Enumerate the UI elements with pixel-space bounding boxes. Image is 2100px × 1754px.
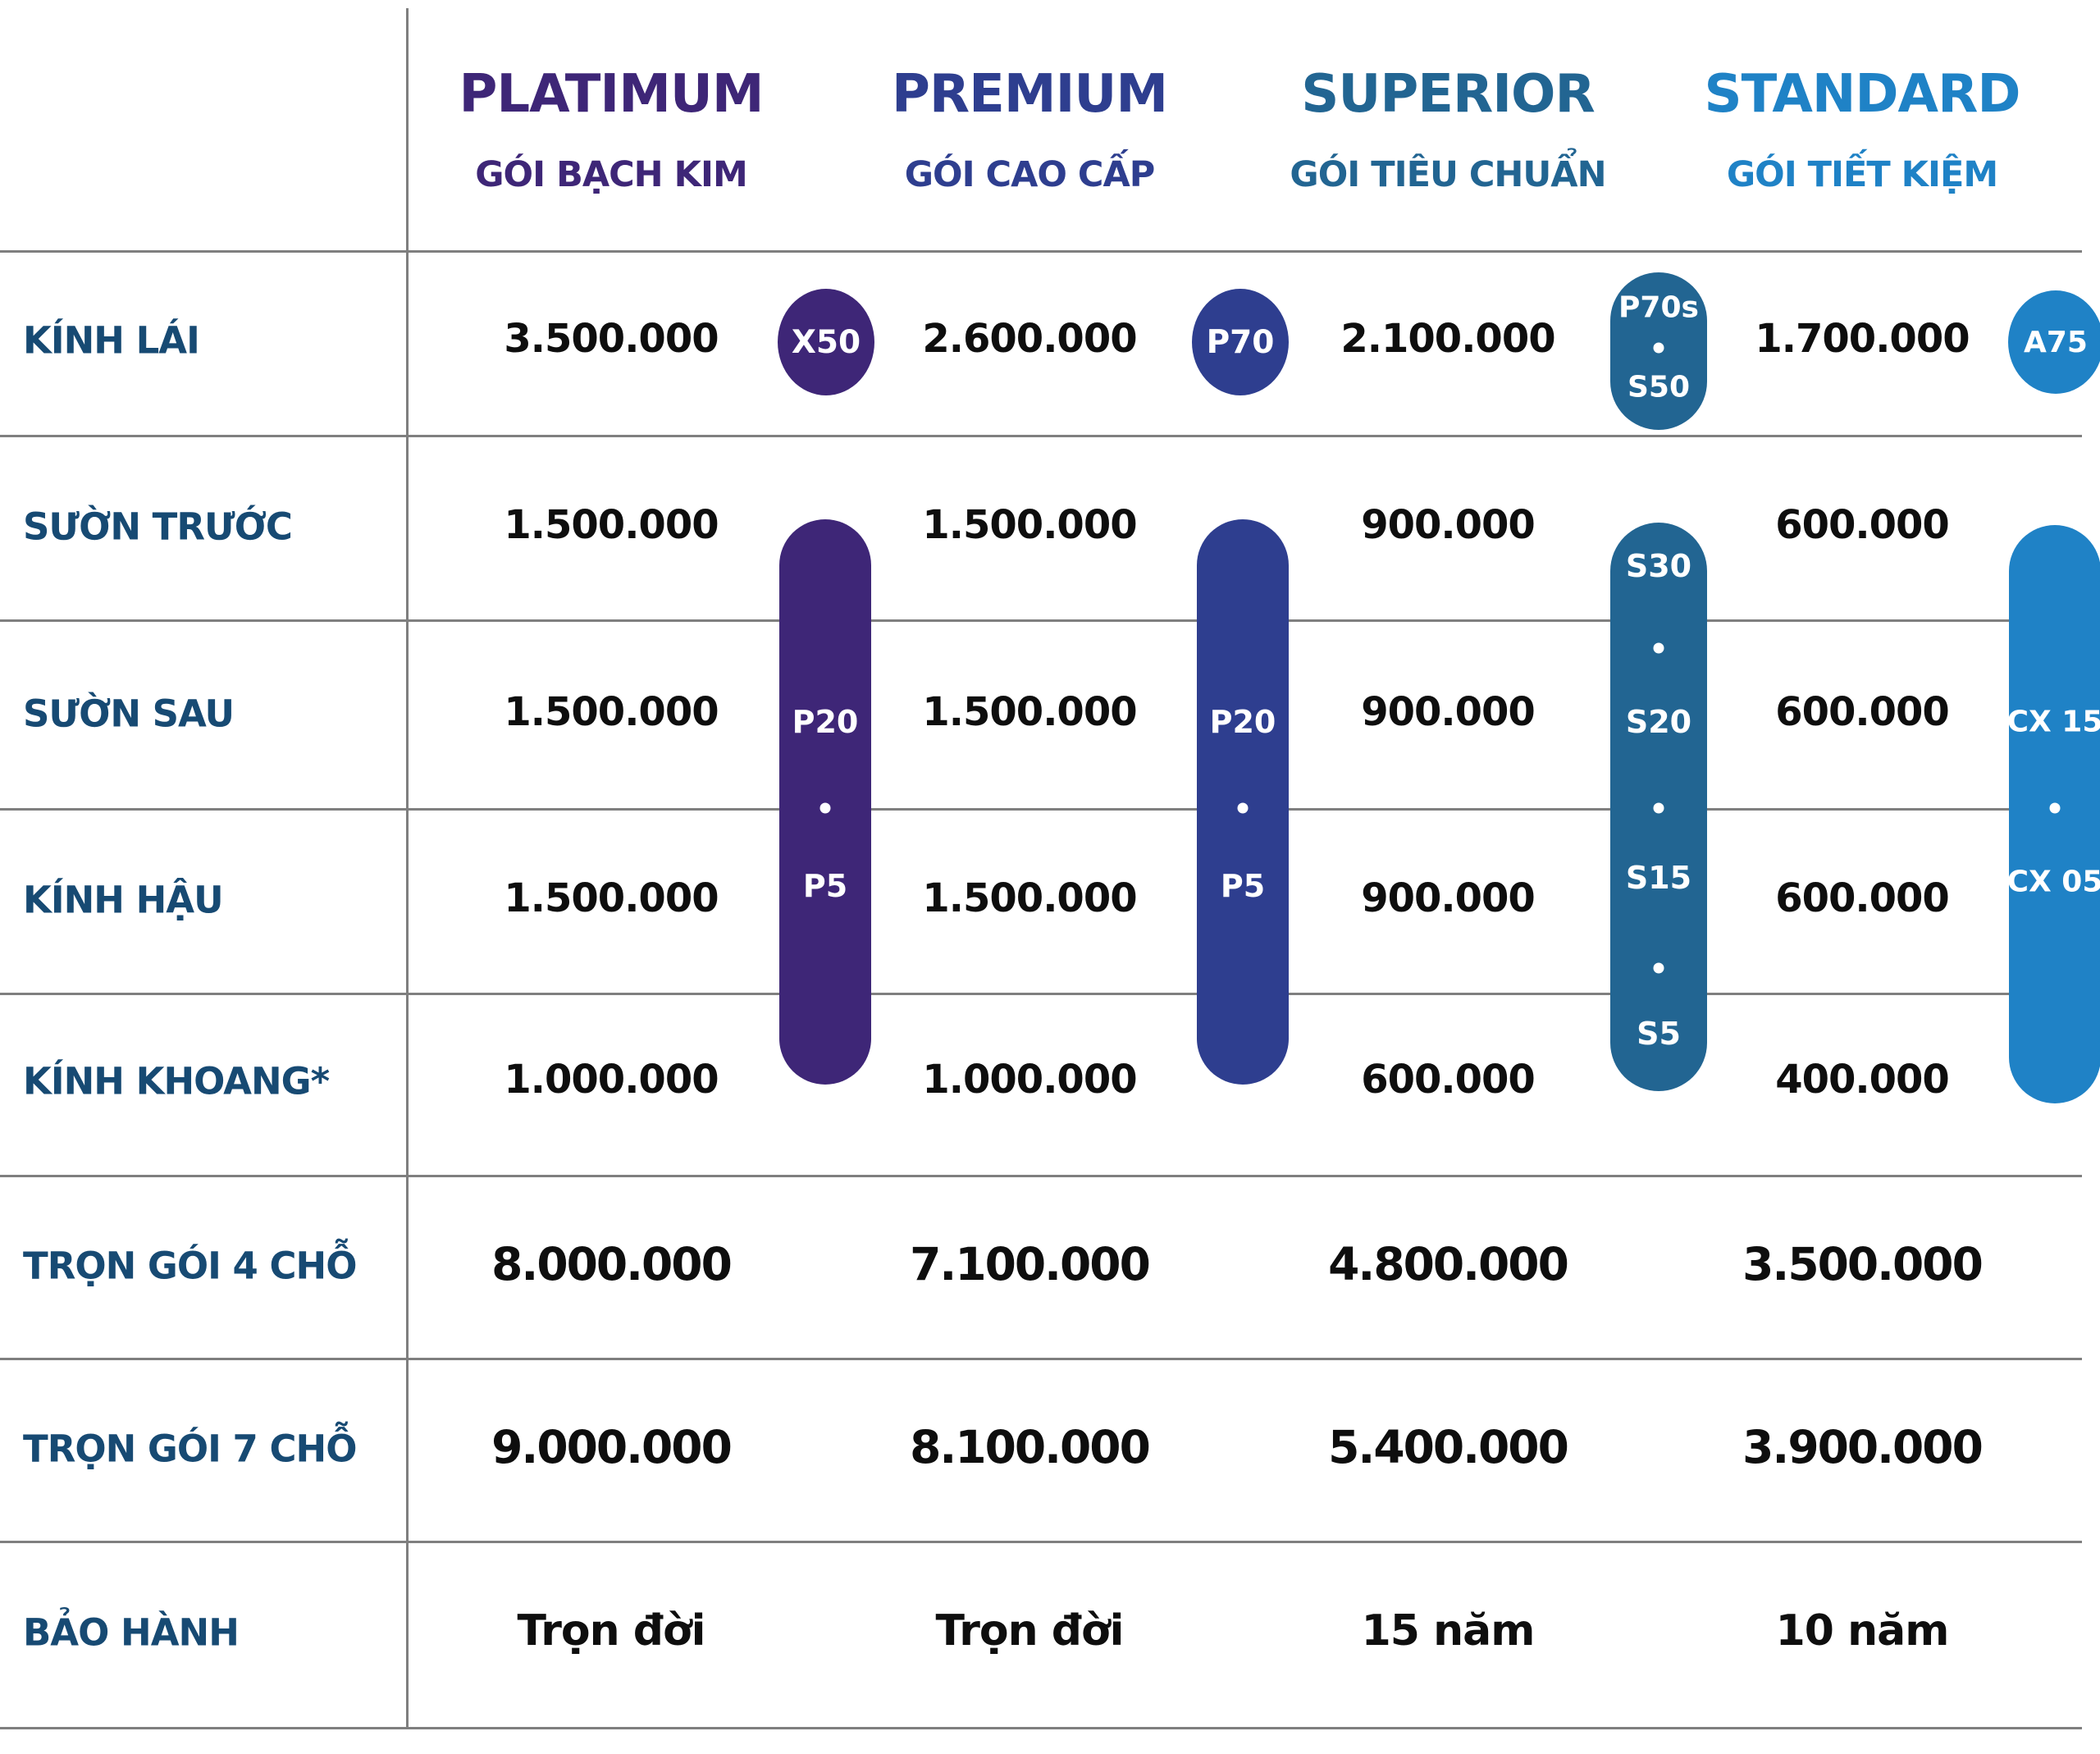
price-kinh-hau-superior: 900.000 <box>1361 875 1536 921</box>
price-tron-goi-4-platinum: 8.000.000 <box>491 1238 733 1290</box>
label-column-divider-line <box>406 8 409 1729</box>
price-suon-sau-platinum: 1.500.000 <box>504 689 719 735</box>
separator-dot <box>819 802 831 814</box>
film-pill-platinum-p20-p5: P20 P5 <box>779 519 871 1085</box>
row-divider-line <box>0 808 2082 811</box>
column-subtitle-superior: GÓI TIÊU CHUẨN <box>1290 154 1606 195</box>
warranty-standard: 10 năm <box>1775 1606 1950 1656</box>
film-pill-cx15-label: CX 15 <box>2006 705 2100 739</box>
separator-dot <box>1653 802 1664 814</box>
price-tron-goi-4-standard: 3.500.000 <box>1742 1238 1984 1290</box>
film-badge-s50-label: S50 <box>1627 370 1691 404</box>
column-subtitle-premium: GÓI CAO CẤP <box>904 154 1156 195</box>
price-kinh-khoang-standard: 400.000 <box>1775 1057 1950 1103</box>
film-pill-p5-label: P5 <box>1220 868 1266 904</box>
price-suon-truoc-premium: 1.500.000 <box>922 502 1137 548</box>
film-badge-p70s-s50: P70s S50 <box>1610 272 1707 430</box>
row-divider-line <box>0 619 2082 622</box>
film-pill-p5-label: P5 <box>802 868 848 904</box>
row-divider-line <box>0 1541 2082 1543</box>
row-label-tron-goi-4-cho: TRỌN GÓI 4 CHỖ <box>23 1244 357 1288</box>
price-suon-truoc-superior: 900.000 <box>1361 502 1536 548</box>
warranty-premium: Trọn đời <box>935 1606 1124 1656</box>
film-badge-x50-label: X50 <box>791 323 861 361</box>
row-divider-line <box>0 1358 2082 1360</box>
column-subtitle-platinum: GÓI BẠCH KIM <box>475 154 747 195</box>
price-tron-goi-4-premium: 7.100.000 <box>910 1238 1151 1290</box>
row-divider-line <box>0 435 2082 437</box>
price-suon-sau-superior: 900.000 <box>1361 689 1536 735</box>
row-label-kinh-hau: KÍNH HẬU <box>23 878 224 922</box>
price-kinh-khoang-premium: 1.000.000 <box>922 1057 1137 1103</box>
row-label-suon-sau: SƯỜN SAU <box>23 692 235 736</box>
price-suon-truoc-standard: 600.000 <box>1775 502 1950 548</box>
price-tron-goi-7-premium: 8.100.000 <box>910 1421 1151 1473</box>
price-suon-sau-standard: 600.000 <box>1775 689 1950 735</box>
film-badge-a75-label: A75 <box>2024 325 2088 359</box>
price-suon-sau-premium: 1.500.000 <box>922 689 1137 735</box>
row-label-bao-hanh: BẢO HÀNH <box>23 1610 240 1655</box>
film-pill-p20-label: P20 <box>792 704 859 740</box>
film-badge-p70-label: P70 <box>1206 323 1275 361</box>
column-title-superior: SUPERIOR <box>1301 64 1595 125</box>
film-pill-s20-label: S20 <box>1625 704 1692 740</box>
price-kinh-lai-superior: 2.100.000 <box>1340 316 1555 362</box>
warranty-platinum: Trọn đời <box>517 1606 705 1656</box>
row-label-kinh-khoang: KÍNH KHOANG* <box>23 1059 330 1103</box>
film-pill-p20-label: P20 <box>1209 704 1276 740</box>
price-suon-truoc-platinum: 1.500.000 <box>504 502 719 548</box>
price-kinh-khoang-platinum: 1.000.000 <box>504 1057 719 1103</box>
film-pill-premium-p20-p5: P20 P5 <box>1197 519 1289 1085</box>
column-title-standard: STANDARD <box>1704 64 2021 125</box>
row-divider-line <box>0 250 2082 253</box>
film-pill-s15-label: S15 <box>1625 860 1692 896</box>
price-tron-goi-7-superior: 5.400.000 <box>1328 1421 1569 1473</box>
separator-dot <box>1237 802 1249 814</box>
film-pill-cx05-label: CX 05 <box>2006 865 2100 899</box>
row-label-tron-goi-7-cho: TRỌN GÓI 7 CHỖ <box>23 1427 357 1471</box>
bottom-border-line <box>0 1727 2082 1729</box>
row-label-kinh-lai: KÍNH LÁI <box>23 318 200 363</box>
price-kinh-khoang-superior: 600.000 <box>1361 1057 1536 1103</box>
separator-dot <box>1653 642 1664 654</box>
separator-dot <box>1653 962 1664 974</box>
film-pill-s5-label: S5 <box>1637 1016 1681 1052</box>
warranty-superior: 15 năm <box>1361 1606 1536 1656</box>
price-kinh-hau-platinum: 1.500.000 <box>504 875 719 921</box>
film-pill-standard-cx15-cx05: CX 15 CX 05 <box>2006 525 2100 1103</box>
film-badge-a75: A75 <box>2008 290 2100 394</box>
film-pill-s30-label: S30 <box>1625 548 1692 584</box>
separator-dot <box>2049 802 2061 814</box>
film-badge-x50: X50 <box>778 289 874 395</box>
price-kinh-hau-premium: 1.500.000 <box>922 875 1137 921</box>
price-kinh-lai-platinum: 3.500.000 <box>504 316 719 362</box>
price-tron-goi-7-platinum: 9.000.000 <box>491 1421 733 1473</box>
film-badge-p70s-label: P70s <box>1618 290 1699 325</box>
film-pill-superior-s30-s20-s15-s5: S30 S20 S15 S5 <box>1610 523 1707 1091</box>
row-label-suon-truoc: SƯỜN TRƯỚC <box>23 505 293 549</box>
price-tron-goi-4-superior: 4.800.000 <box>1328 1238 1569 1290</box>
price-kinh-lai-premium: 2.600.000 <box>922 316 1137 362</box>
column-title-premium: PREMIUM <box>891 64 1168 125</box>
row-divider-line <box>0 1175 2082 1177</box>
separator-dot <box>1653 342 1664 354</box>
price-kinh-lai-standard: 1.700.000 <box>1755 316 1970 362</box>
price-kinh-hau-standard: 600.000 <box>1775 875 1950 921</box>
price-tron-goi-7-standard: 3.900.000 <box>1742 1421 1984 1473</box>
column-subtitle-standard: GÓI TIẾT KIỆM <box>1726 154 1998 195</box>
row-divider-line <box>0 993 2082 995</box>
film-badge-p70: P70 <box>1192 289 1289 395</box>
column-title-platinum: PLATIMUM <box>459 64 764 125</box>
